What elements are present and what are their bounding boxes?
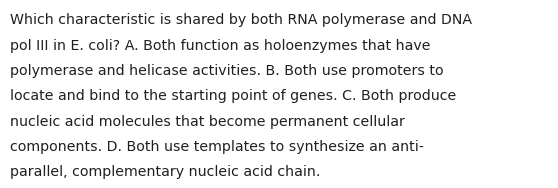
Text: Which characteristic is shared by both RNA polymerase and DNA: Which characteristic is shared by both R…: [10, 13, 472, 27]
Text: nucleic acid molecules that become permanent cellular: nucleic acid molecules that become perma…: [10, 115, 405, 129]
Text: components. D. Both use templates to synthesize an anti-: components. D. Both use templates to syn…: [10, 140, 424, 154]
Text: parallel, complementary nucleic acid chain.: parallel, complementary nucleic acid cha…: [10, 165, 320, 179]
Text: polymerase and helicase activities. B. Both use promoters to: polymerase and helicase activities. B. B…: [10, 64, 444, 78]
Text: locate and bind to the starting point of genes. C. Both produce: locate and bind to the starting point of…: [10, 89, 456, 103]
Text: pol III in E. coli? A. Both function as holoenzymes that have: pol III in E. coli? A. Both function as …: [10, 39, 431, 52]
